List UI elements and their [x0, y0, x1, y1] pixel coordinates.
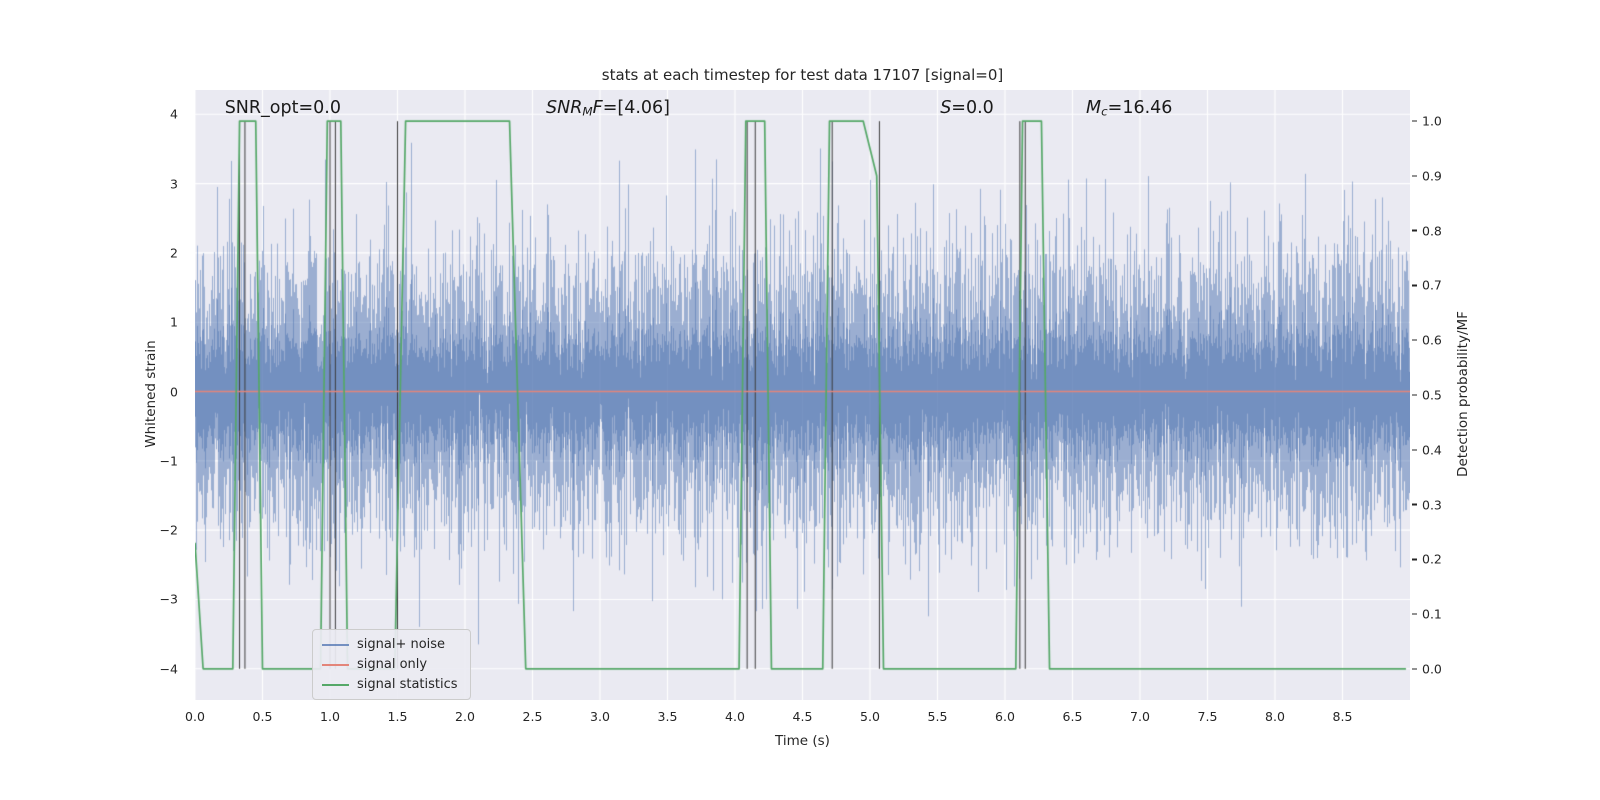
tick-mark: [1412, 284, 1417, 287]
y-tick-label-right: 0.3: [1412, 497, 1442, 512]
annotations-layer: SNR_opt=0.0 SNRMF=[4.06] S=0.0 Mc=16.46: [195, 90, 1410, 700]
tick-mark: [1412, 668, 1417, 670]
y-tick-label-right: 0.5: [1412, 388, 1442, 403]
stat-annotation-segment: M: [582, 104, 593, 119]
stat-annotation-segment: =0.0: [951, 98, 994, 118]
x-tick-label: 8.0: [1265, 709, 1285, 724]
stat-annotation-segment: F: [592, 98, 603, 118]
y-tick-label-left: 1: [170, 314, 178, 330]
y-tick-label-right: 0.1: [1412, 607, 1442, 622]
stat-annotation: SNR_opt=0.0: [225, 98, 341, 118]
legend-row: signal statistics: [322, 677, 458, 692]
y-tick-label-right: 1.0: [1412, 114, 1442, 129]
tick-mark: [1412, 229, 1417, 232]
x-tick-label: 6.0: [995, 709, 1015, 724]
x-tick-label: 0.5: [252, 709, 273, 724]
tick-mark: [1412, 558, 1417, 561]
legend-line-swatch: [322, 683, 349, 686]
x-tick-label: 7.5: [1197, 709, 1218, 724]
plot-canvas: [195, 90, 1410, 700]
y-tick-labels-right: 1.0 0.9 0.8 0.7 0.6 0.5 0.4 0.3 0.2 0.1 0.0: [1412, 90, 1502, 700]
stat-annotation: Mc=16.46: [1086, 98, 1172, 119]
tick-mark: [1412, 503, 1417, 506]
x-tick-label: 0.0: [185, 709, 205, 724]
x-tick-label: 5.5: [927, 709, 948, 724]
stat-annotation-segment: =[4.06]: [602, 98, 670, 118]
legend-line-swatch: [322, 643, 349, 646]
tick-mark: [1412, 339, 1417, 341]
x-tick-label: 5.0: [860, 709, 880, 724]
stat-annotation-segment: =16.46: [1107, 98, 1173, 118]
y-tick-label-left: −2: [159, 522, 178, 538]
y-tick-labels-left: 4 3 2 1 0 −1 −2 −3 −4: [0, 90, 186, 700]
stat-annotation-segment: SNR_opt=0.0: [224, 98, 341, 118]
legend-line-swatch: [322, 663, 349, 666]
y-tick-label-left: −4: [159, 661, 178, 677]
stat-annotation-segment: c: [1101, 104, 1108, 119]
y-tick-label-left: 4: [170, 106, 178, 122]
stat-annotation: SNRMF=[4.06]: [546, 98, 670, 119]
stat-annotation: S=0.0: [940, 98, 994, 118]
y-tick-label-left: 3: [170, 176, 178, 192]
y-tick-label-right: 0.4: [1412, 442, 1442, 457]
x-tick-label: 7.0: [1130, 709, 1150, 724]
stat-annotation-segment: M: [1086, 98, 1102, 118]
legend-row: signal only: [322, 657, 458, 672]
y-tick-label-left: −3: [159, 591, 178, 607]
legend: signal+ noise signal only signal statistic…: [312, 629, 471, 700]
legend-row: signal+ noise: [322, 637, 458, 652]
x-tick-labels: 0.0 0.5 1.0 1.5 2.0 2.5 3.0 3.5 4.0 4.5 5.0 5.5 6.0 6…: [185, 709, 1410, 729]
x-tick-label: 4.0: [725, 709, 745, 724]
x-tick-label: 3.5: [657, 709, 678, 724]
tick-mark: [1412, 120, 1417, 122]
x-axis-label: Time (s): [775, 733, 830, 749]
tick-mark: [1412, 175, 1417, 177]
tick-mark: [1412, 449, 1417, 451]
y-tick-label-right: 0.6: [1412, 333, 1442, 348]
chart-title: stats at each timestep for test data 171…: [601, 66, 1004, 84]
x-tick-label: 3.0: [590, 709, 610, 724]
legend-label: signal statistics: [357, 677, 458, 692]
x-tick-label: 1.5: [387, 709, 408, 724]
x-tick-label: 6.5: [1062, 709, 1083, 724]
y-tick-label-right: 0.0: [1412, 661, 1442, 676]
y-tick-label-right: 0.2: [1412, 552, 1442, 567]
x-tick-label: 4.5: [792, 709, 813, 724]
y-tick-label-left: −1: [159, 453, 178, 469]
y-tick-label-left: 2: [170, 245, 178, 261]
y-tick-label-right: 0.8: [1412, 223, 1442, 238]
legend-label: signal+ noise: [357, 637, 446, 652]
stat-annotation-segment: SNR: [546, 98, 583, 118]
x-tick-label: 8.5: [1332, 709, 1353, 724]
y-tick-label-right: 0.7: [1412, 278, 1442, 293]
tick-mark: [1412, 613, 1417, 615]
stat-annotation-segment: S: [940, 98, 952, 118]
legend-label: signal only: [357, 657, 428, 672]
x-tick-label: 1.0: [320, 709, 340, 724]
plot-area: SNR_opt=0.0 SNRMF=[4.06] S=0.0 Mc=16.46 sig…: [195, 90, 1410, 700]
x-tick-label: 2.0: [455, 709, 475, 724]
x-tick-label: 2.5: [522, 709, 543, 724]
y-tick-label-left: 0: [170, 384, 178, 400]
y-tick-label-right: 0.9: [1412, 168, 1442, 183]
tick-mark: [1412, 394, 1417, 396]
